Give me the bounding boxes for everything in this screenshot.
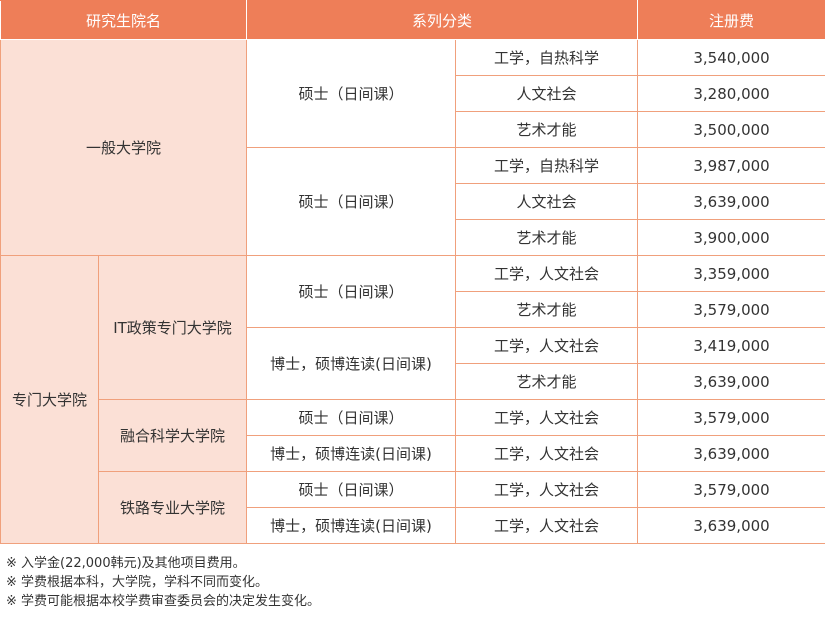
table-row: 艺术才能 3,900,000 [1, 219, 825, 256]
footnote: ※ 学费根据本科，大学院，学科不同而变化。 [6, 575, 269, 590]
field-cell: 工学，自热科学 [455, 39, 639, 76]
field-cell: 工学，人文社会 [455, 507, 639, 544]
table-row: 艺术才能 3,500,000 [1, 111, 825, 148]
degree-cell: 博士，硕博连读(日间课) [246, 507, 457, 544]
field-cell: 工学，自热科学 [455, 147, 639, 184]
header-series: 系列分类 [246, 0, 639, 40]
fee-cell: 3,419,000 [637, 327, 825, 364]
fee-cell: 3,359,000 [637, 255, 825, 292]
field-cell: 艺术才能 [455, 219, 639, 256]
degree-cell: 硕士（日间课） [246, 147, 457, 256]
table-row: 艺术才能 3,639,000 [1, 363, 825, 400]
school-it: IT政策专门大学院 [97, 255, 248, 400]
fee-cell: 3,280,000 [637, 75, 825, 112]
table-header-row: 研究生院名 系列分类 注册费 [0, 0, 825, 40]
header-school: 研究生院名 [0, 0, 248, 40]
field-cell: 艺术才能 [455, 363, 639, 400]
degree-cell: 硕士（日间课） [246, 399, 457, 436]
field-cell: 工学，人文社会 [455, 471, 639, 508]
fee-cell: 3,987,000 [637, 147, 825, 184]
footnotes: ※ 入学金(22,000韩元)及其他项目费用。 ※ 学费根据本科，大学院，学科不… [6, 554, 320, 611]
table-row: 专门大学院 IT政策专门大学院 硕士（日间课） 工学，人文社会 3,359,00… [0, 255, 825, 544]
fee-cell: 3,579,000 [637, 399, 825, 436]
table-row: 博士，硕博连读(日间课) 工学，人文社会 3,419,000 [1, 327, 825, 400]
school-rail: 铁路专业大学院 [97, 471, 248, 544]
degree-cell: 硕士（日间课） [246, 39, 457, 148]
fee-cell: 3,639,000 [637, 183, 825, 220]
fee-cell: 3,639,000 [637, 363, 825, 400]
field-cell: 人文社会 [455, 75, 639, 112]
table-row: 博士，硕博连读(日间课) 工学，人文社会 3,639,000 [1, 435, 825, 472]
fee-cell: 3,540,000 [637, 39, 825, 76]
table-row: 人文社会 3,280,000 [1, 75, 825, 112]
footnote: ※ 学费可能根据本校学费审查委员会的决定发生变化。 [6, 594, 321, 609]
fee-cell: 3,579,000 [637, 291, 825, 328]
fee-cell: 3,900,000 [637, 219, 825, 256]
table-row: 融合科学大学院 硕士（日间课） 工学，人文社会 3,579,000 [1, 399, 825, 472]
fee-cell: 3,500,000 [637, 111, 825, 148]
field-cell: 工学，人文社会 [455, 435, 639, 472]
school-special: 专门大学院 [0, 255, 99, 544]
degree-cell: 博士，硕博连读(日间课) [246, 327, 457, 400]
school-general: 一般大学院 [0, 39, 248, 256]
table-row: 博士，硕博连读(日间课) 工学，人文社会 3,639,000 [1, 507, 825, 544]
degree-cell: 博士，硕博连读(日间课) [246, 435, 457, 472]
degree-cell: 硕士（日间课） [246, 471, 457, 508]
fee-cell: 3,639,000 [637, 507, 825, 544]
degree-cell: 硕士（日间课） [246, 255, 457, 328]
tuition-table: 研究生院名 系列分类 注册费 一般大学院 硕士（日间课） 工学，自热科学 3,5… [0, 0, 825, 544]
table-row: 一般大学院 硕士（日间课） 工学，自热科学 3,540,000 [0, 39, 825, 256]
header-fee: 注册费 [637, 0, 825, 40]
field-cell: 艺术才能 [455, 291, 639, 328]
table-row: 硕士（日间课） 工学，自热科学 3,987,000 [1, 147, 825, 256]
fee-cell: 3,639,000 [637, 435, 825, 472]
table-row: 人文社会 3,639,000 [1, 183, 825, 220]
school-fusion: 融合科学大学院 [97, 399, 248, 472]
field-cell: 工学，人文社会 [455, 399, 639, 436]
table-row: 铁路专业大学院 硕士（日间课） 工学，人文社会 3,579,000 [1, 471, 825, 544]
fee-cell: 3,579,000 [637, 471, 825, 508]
field-cell: 人文社会 [455, 183, 639, 220]
footnote: ※ 入学金(22,000韩元)及其他项目费用。 [6, 556, 246, 571]
field-cell: 工学，人文社会 [455, 255, 639, 292]
table-row: 艺术才能 3,579,000 [1, 291, 825, 328]
field-cell: 工学，人文社会 [455, 327, 639, 364]
field-cell: 艺术才能 [455, 111, 639, 148]
